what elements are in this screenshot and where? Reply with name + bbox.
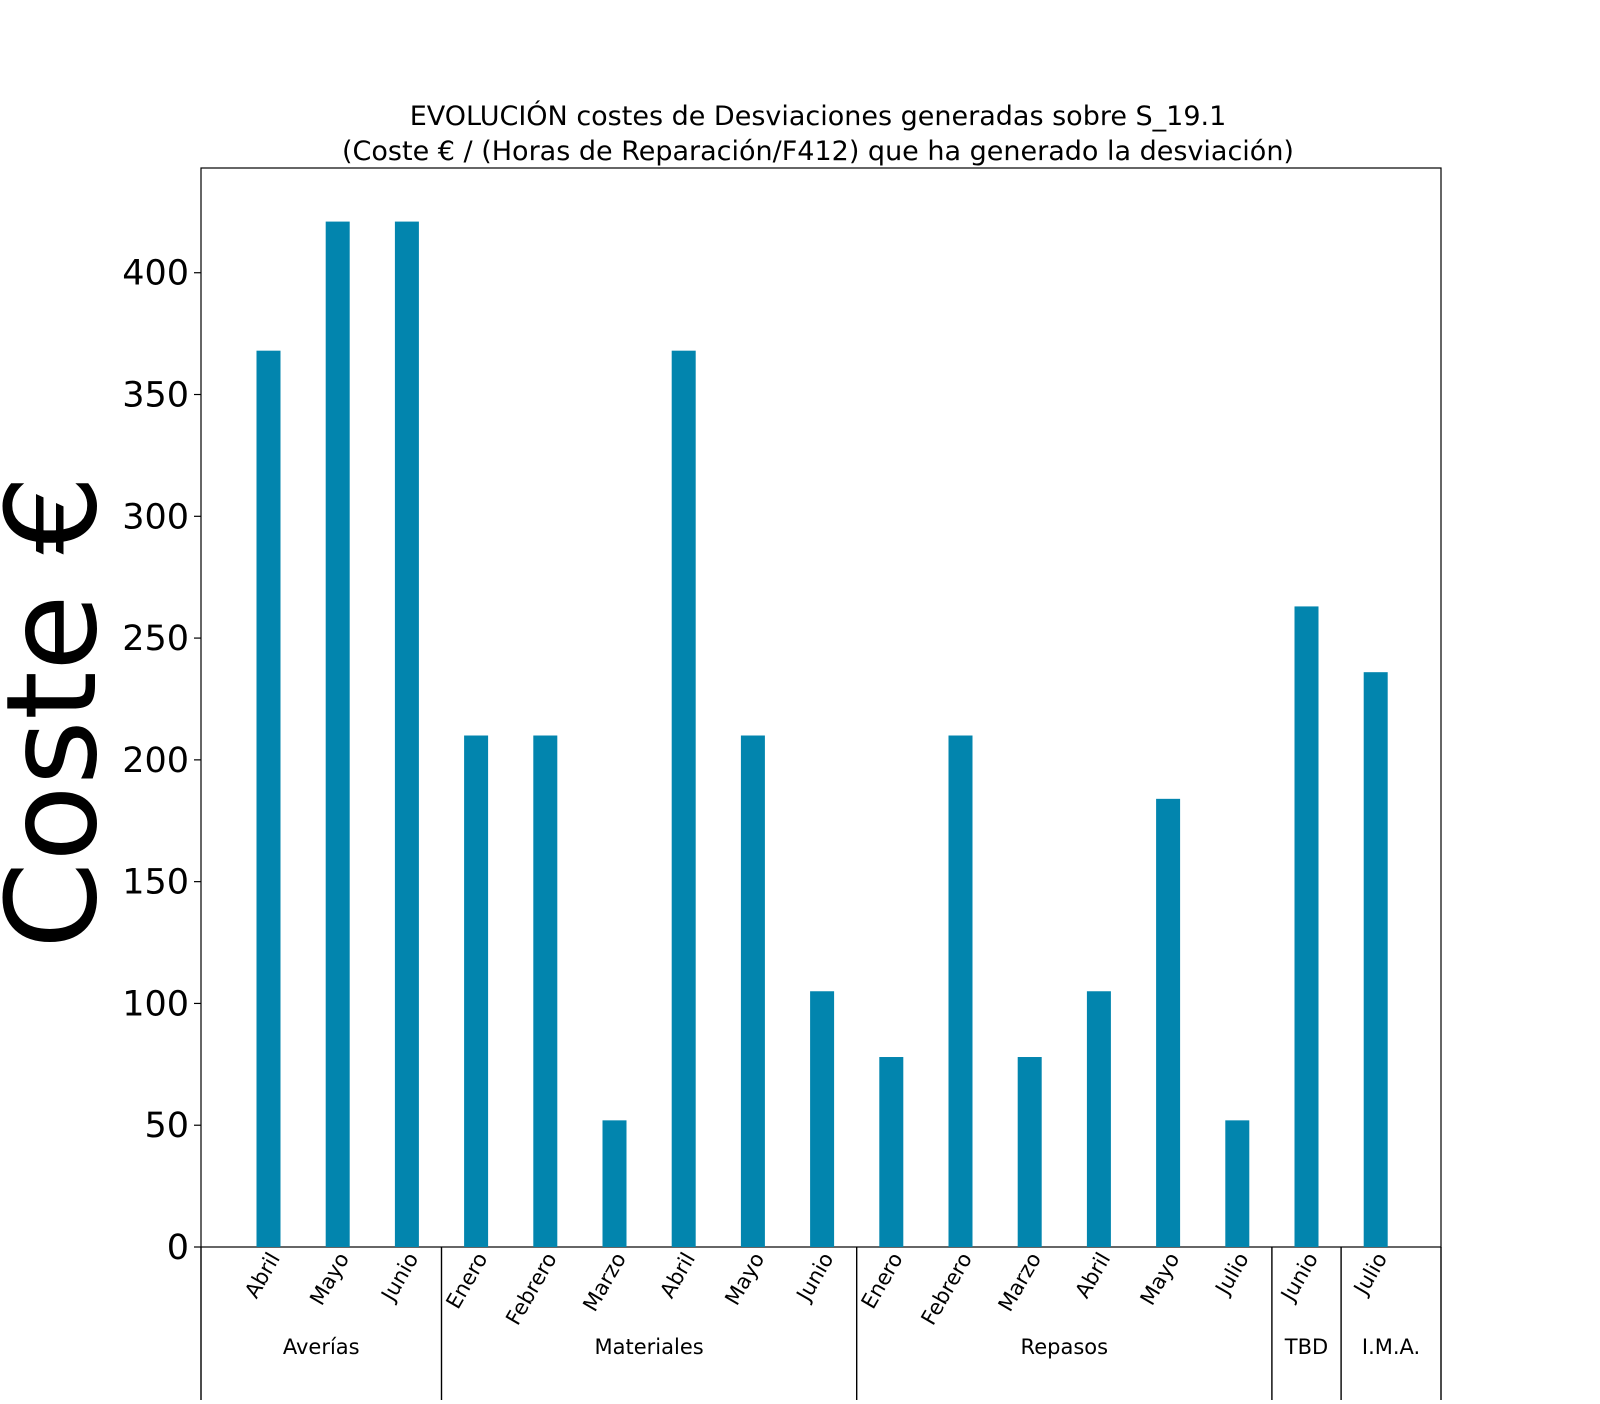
x-tick-label: Julio bbox=[1210, 1249, 1254, 1301]
y-axis-label: Coste € bbox=[0, 475, 125, 949]
y-axis-ticks: 0 50 100 150 200 250 300 350 400 bbox=[122, 254, 201, 1268]
x-tick-label: Abril bbox=[240, 1249, 285, 1303]
group-label: Materiales bbox=[595, 1335, 704, 1359]
y-tick-label: 100 bbox=[122, 984, 189, 1024]
bar bbox=[1225, 1120, 1250, 1247]
x-tick-label: Marzo bbox=[993, 1249, 1046, 1316]
bar bbox=[879, 1057, 904, 1247]
x-tick-label: Junio bbox=[791, 1249, 839, 1307]
chart-title-line-1: EVOLUCIÓN costes de Desviaciones generad… bbox=[410, 100, 1227, 132]
x-tick-label: Mayo bbox=[305, 1249, 354, 1310]
bar bbox=[1363, 672, 1388, 1247]
bar bbox=[810, 991, 835, 1247]
x-tick-label: Julio bbox=[1348, 1249, 1392, 1301]
bars bbox=[256, 221, 1388, 1248]
x-tick-label: Mayo bbox=[720, 1249, 769, 1310]
y-tick-label: 350 bbox=[122, 376, 189, 416]
x-tick-label: Marzo bbox=[578, 1249, 631, 1316]
y-tick-label: 0 bbox=[167, 1228, 189, 1268]
bar bbox=[256, 350, 281, 1248]
x-axis-tick-labels: Abril Mayo Junio Enero Febrero Marzo Abril Mayo… bbox=[240, 1249, 1392, 1330]
x-tick-label: Enero bbox=[857, 1249, 908, 1313]
bar bbox=[464, 735, 489, 1247]
y-tick-label: 150 bbox=[122, 863, 189, 903]
bar bbox=[1086, 991, 1111, 1247]
x-tick-label: Junio bbox=[1275, 1249, 1323, 1307]
y-tick-label: 200 bbox=[122, 741, 189, 781]
y-tick-label: 400 bbox=[122, 254, 189, 294]
x-tick-label: Mayo bbox=[1136, 1249, 1185, 1310]
y-tick-label: 250 bbox=[122, 619, 189, 659]
group-label: Averías bbox=[283, 1335, 360, 1359]
bar bbox=[671, 350, 696, 1248]
y-tick-label: 50 bbox=[144, 1106, 189, 1146]
bar bbox=[948, 735, 973, 1247]
bar bbox=[1294, 606, 1319, 1247]
x-tick-label: Enero bbox=[441, 1249, 492, 1313]
bar bbox=[602, 1120, 627, 1247]
bar bbox=[533, 735, 558, 1247]
x-tick-label: Febrero bbox=[501, 1249, 561, 1330]
bar bbox=[740, 735, 765, 1247]
group-label: I.M.A. bbox=[1362, 1335, 1420, 1359]
group-label: TBD bbox=[1284, 1335, 1328, 1359]
x-tick-label: Febrero bbox=[916, 1249, 976, 1330]
x-axis-groups: Averías Materiales Repasos TBD I.M.A. bbox=[200, 1247, 1442, 1400]
bar bbox=[394, 221, 419, 1247]
bar bbox=[1156, 798, 1181, 1247]
bar bbox=[1017, 1057, 1042, 1247]
x-tick-label: Abril bbox=[655, 1249, 700, 1303]
x-tick-label: Abril bbox=[1070, 1249, 1115, 1303]
bar bbox=[325, 221, 350, 1247]
chart-title-line-2: (Coste € / (Horas de Reparación/F412) qu… bbox=[342, 136, 1294, 167]
group-label: Repasos bbox=[1021, 1335, 1109, 1359]
x-tick-label: Junio bbox=[376, 1249, 424, 1307]
y-tick-label: 300 bbox=[122, 497, 189, 537]
